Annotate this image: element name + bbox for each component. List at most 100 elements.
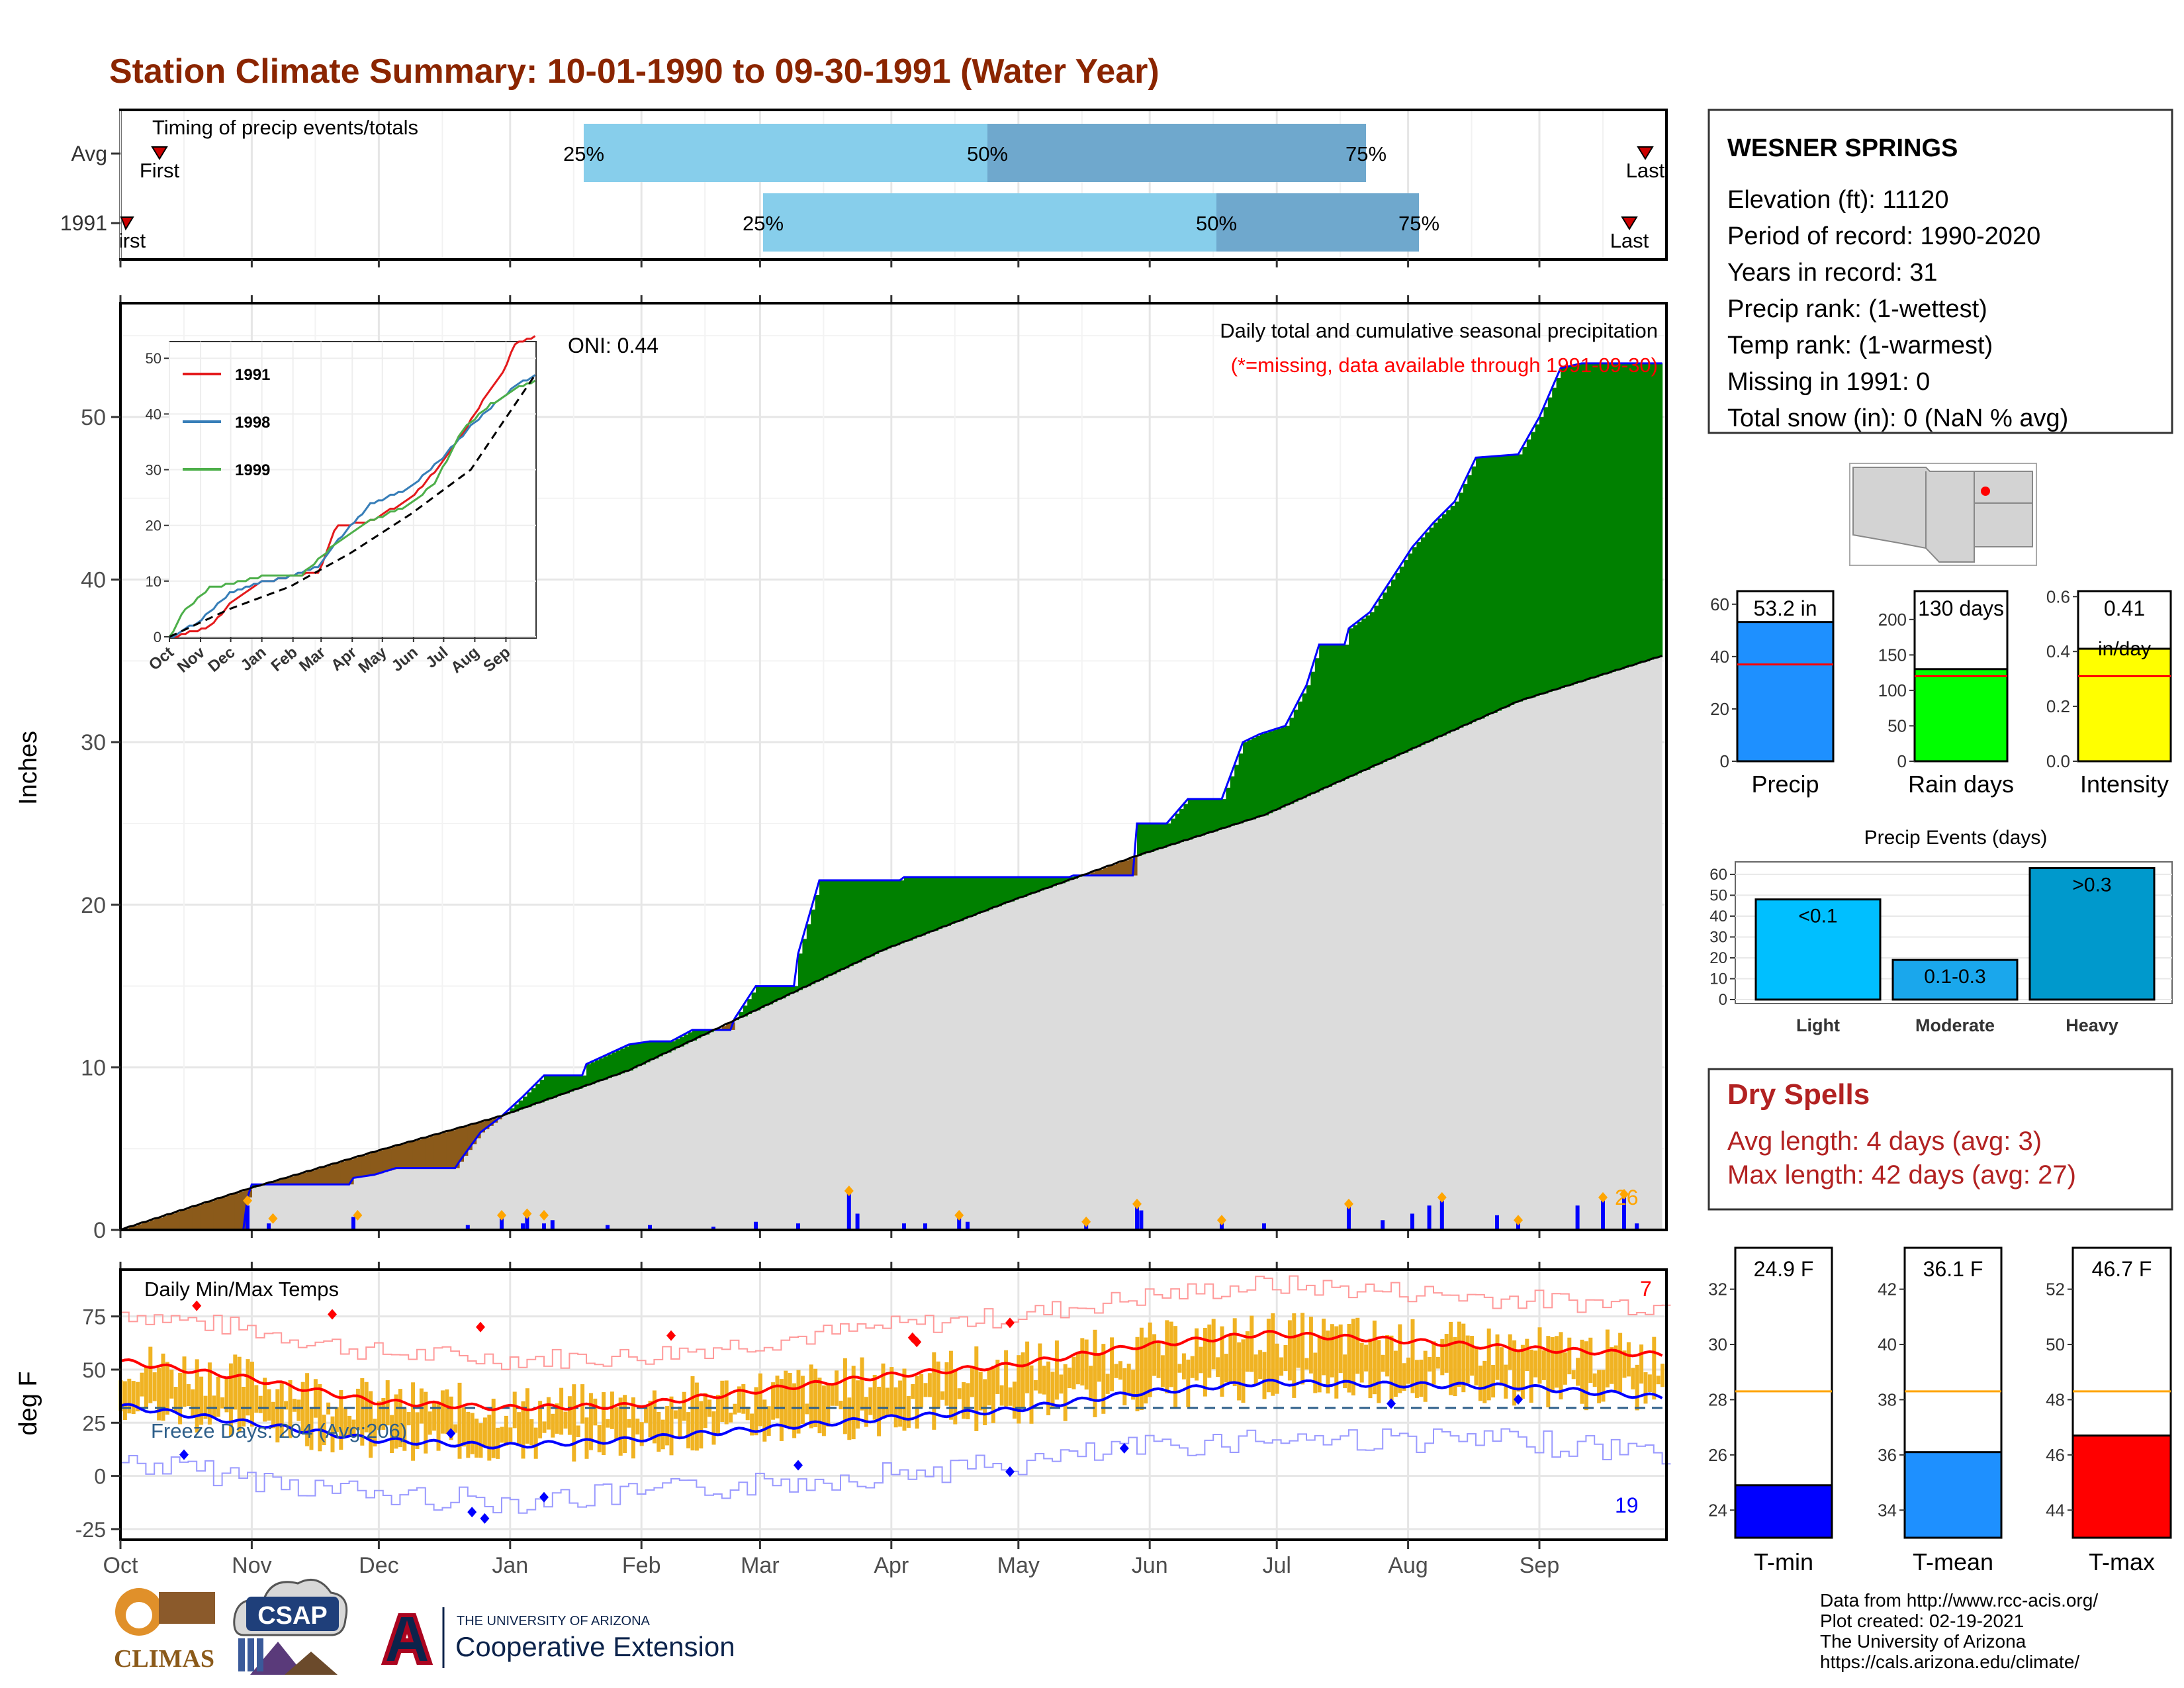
precip-anomaly-slice [1010,877,1015,902]
temp-daily-range [1139,1327,1144,1410]
temp-record-high-marker [328,1309,337,1320]
timing-1991-q50-label: 50% [1196,212,1237,235]
precip-anomaly-slice [1518,454,1523,702]
precip-extreme-marker [268,1213,278,1224]
precip-anomaly-slice [615,1050,621,1076]
temp-daily-range [737,1386,741,1413]
precip-y-label: Inches [15,731,42,805]
precip-anomaly-slice [1226,787,1231,828]
precip-anomaly-slice [1573,365,1578,684]
temp-summary-t-min: 24 26 28 30 32 24.9 F T-min [1708,1246,1833,1575]
timing-avg-q75-label: 75% [1345,142,1387,165]
precip-extreme-marker [1437,1192,1447,1203]
precip-anomaly-slice [442,1132,447,1168]
temp-daily-range [1457,1321,1461,1387]
precip-extreme-marker [1344,1198,1353,1209]
precip-anomaly-slice [1395,573,1400,757]
precip-anomaly-slice [1201,799,1205,836]
precip-anomaly-slice [1361,618,1367,771]
temp-daily-range [1661,1364,1665,1387]
precip-anomaly-slice [353,1158,358,1178]
precip-anomaly-slice [908,877,913,941]
precip-anomaly-slice [603,1056,608,1080]
precip-anomaly-slice [1238,753,1244,823]
precip-anomaly-slice [853,880,858,964]
precip-anomaly-slice [760,986,765,1008]
precip-areas [120,362,1663,1231]
precip-anomaly-slice [848,880,854,966]
precip-anomaly-slice [933,877,938,931]
precip-daily-bar [966,1221,970,1230]
temp-daily-range [1414,1360,1419,1398]
precip-anomaly-slice [658,1041,663,1056]
precip-extreme-marker [539,1209,549,1221]
precip-anomaly-slice [1268,731,1273,814]
temp-daily-range [1317,1335,1322,1393]
precip-anomaly-slice [679,1037,684,1047]
temp-daily-range [1588,1337,1593,1383]
timing-1991-first-label: First [106,229,146,252]
temp-record-low-marker [179,1449,189,1460]
precip-anomaly-slice [912,877,917,939]
precip-anomaly-slice [1247,740,1252,820]
temp-daily-range [1308,1316,1313,1374]
precip-anomaly-slice [1289,718,1295,804]
precip-anomaly-slice [1230,776,1235,826]
temp-record-high-marker [476,1321,485,1333]
temp-daily-range [588,1393,593,1450]
precip-anomaly-slice [302,1172,308,1185]
temp-record-low-marker [1119,1442,1129,1454]
precip-anomaly-slice [1099,869,1104,876]
station-line-years: Years in record: 31 [1727,259,1938,287]
precip-daily-bar [351,1217,355,1230]
temp-daily-range [1054,1340,1059,1400]
precip-anomaly-slice [1234,765,1240,825]
footer-logos: CLIMAS CSAP THE UNIVERSITY OF ARIZONA Co… [114,1578,735,1675]
precip-daily-bar [465,1225,470,1230]
temp-summary-y-tick-label: 52 [2046,1280,2065,1299]
temp-daily-range [1093,1329,1097,1417]
precip-y-tick-label: 40 [81,568,106,593]
temp-daily-range [216,1376,220,1417]
temperature-bar-charts: 24 26 28 30 32 24.9 F T-min 34 36 38 40 42 36.1 F T-m… [1708,1246,2172,1575]
temp-daily-range [415,1412,420,1449]
precip-anomaly-slice [142,1222,146,1230]
temp-summary-y-tick-label: 48 [2046,1389,2065,1409]
temp-daily-range [242,1387,246,1427]
precip-anomaly-slice [959,877,964,921]
precip-anomaly-slice [1314,658,1320,793]
temp-daily-range [263,1378,267,1422]
month-axis: Oct Nov Dec Jan Feb Mar Apr May Jun Jul Aug Sep [103,1540,1559,1578]
precip-anomaly-slice [1187,799,1193,840]
temp-daily-range [750,1413,754,1436]
precip-anomaly-slice [476,1123,481,1139]
temp-daily-range [1122,1368,1127,1405]
temp-daily-range [1084,1339,1089,1390]
temp-daily-range [1516,1349,1521,1392]
temp-title: Daily Min/Max Temps [144,1278,339,1301]
summary-y-tick-label: 40 [1710,647,1729,667]
precip-anomaly-slice [929,877,934,932]
timing-panel: Timing of precip events/totals Avg 1991 … [60,109,1668,267]
precip-anomaly-slice [1561,368,1565,688]
events-bar-inner-label: <0.1 [1798,906,1837,927]
precip-anomaly-slice [548,1075,553,1099]
precip-anomaly-slice [1302,693,1307,798]
temp-daily-range [758,1373,762,1427]
precip-anomaly-slice [650,1041,655,1060]
temp-daily-range [1181,1353,1186,1380]
temp-daily-range [195,1359,199,1433]
precip-anomaly-slice [480,1121,485,1133]
precip-anomaly-slice [688,1032,693,1042]
precip-anomaly-slice [150,1220,155,1230]
temp-daily-range [1643,1372,1648,1404]
temp-daily-range [233,1354,238,1410]
temp-record-low-marker [1005,1466,1015,1477]
temp-daily-range [614,1407,619,1439]
temp-daily-range [482,1417,487,1446]
precip-daily-bar [246,1205,250,1230]
precip-anomaly-slice [802,939,807,988]
temp-daily-range [644,1407,649,1423]
precip-anomaly-slice [633,1044,638,1068]
temp-daily-range [974,1346,979,1431]
